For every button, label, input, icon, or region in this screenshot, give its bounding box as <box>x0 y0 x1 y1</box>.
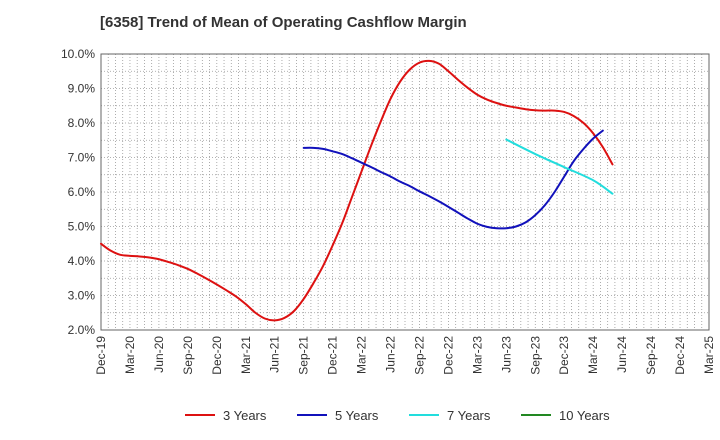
x-tick-label: Dec-21 <box>326 336 340 375</box>
grid-layer <box>100 53 709 331</box>
x-tick-label: Jun-21 <box>268 336 282 373</box>
series-line-7-years <box>505 138 614 195</box>
x-tick-label: Sep-21 <box>297 336 311 375</box>
y-tick-label: 5.0% <box>68 220 96 234</box>
y-tick-label: 4.0% <box>68 254 96 268</box>
series-line-5-years <box>302 129 604 230</box>
axis-labels: 2.0% 3.0% 4.0% 5.0% 6.0% 7.0% 8.0% 9.0% 10.0% Dec… <box>61 47 716 375</box>
x-tick-label: Dec-22 <box>441 336 455 375</box>
x-tick-label: Sep-22 <box>412 336 426 375</box>
x-tick-label: Dec-24 <box>673 336 687 375</box>
x-tick-label: Dec-19 <box>94 336 108 375</box>
x-tick-label: Dec-20 <box>210 336 224 375</box>
legend-label: 3 Years <box>223 408 267 423</box>
legend-label: 5 Years <box>335 408 379 423</box>
x-tick-label: Jun-23 <box>499 336 513 373</box>
x-tick-label: Jun-24 <box>615 336 629 373</box>
x-tick-label: Mar-20 <box>123 336 137 374</box>
y-tick-label: 10.0% <box>61 47 95 61</box>
y-tick-label: 8.0% <box>68 116 96 130</box>
x-tick-label: Mar-21 <box>239 336 253 374</box>
y-tick-label: 6.0% <box>68 185 96 199</box>
x-tick-label: Sep-24 <box>644 336 658 375</box>
y-tick-label: 9.0% <box>68 82 96 96</box>
x-tick-label: Dec-23 <box>557 336 571 375</box>
series-line-3-years <box>100 59 614 322</box>
plot-frame <box>100 53 710 331</box>
series-layer <box>100 59 614 322</box>
legend-label: 10 Years <box>559 408 610 423</box>
x-tick-label: Mar-23 <box>470 336 484 374</box>
y-tick-label: 7.0% <box>68 151 96 165</box>
x-tick-label: Mar-22 <box>355 336 369 374</box>
x-tick-label: Jun-22 <box>384 336 398 373</box>
legend-label: 7 Years <box>447 408 491 423</box>
x-tick-label: Sep-20 <box>181 336 195 375</box>
y-tick-label: 3.0% <box>68 289 96 303</box>
x-tick-label: Mar-24 <box>586 336 600 374</box>
x-tick-label: Jun-20 <box>152 336 166 373</box>
chart-title: [6358] Trend of Mean of Operating Cashfl… <box>100 14 467 31</box>
y-tick-label: 2.0% <box>68 323 96 337</box>
x-tick-label: Sep-23 <box>528 336 542 375</box>
x-tick-label: Mar-25 <box>702 336 716 374</box>
legend: 3 Years 5 Years 7 Years 10 Years <box>185 408 610 423</box>
